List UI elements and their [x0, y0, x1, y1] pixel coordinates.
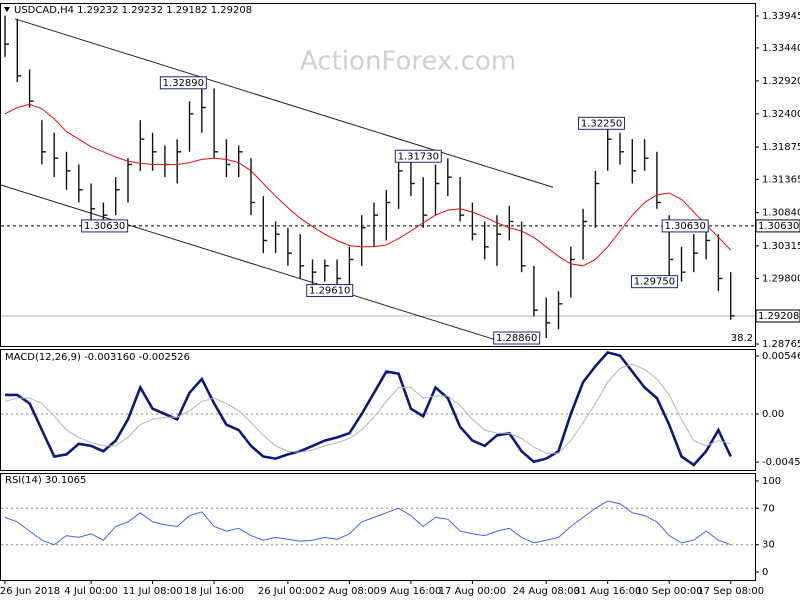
price-panel	[0, 3, 756, 347]
annotation-box	[306, 284, 354, 298]
x-tick-label: 17 Sep 08:00	[697, 586, 764, 597]
x-tick-label: 26 Jun 2018	[0, 586, 60, 597]
y-tick-label: 0.005465	[762, 351, 800, 362]
annotation-box	[81, 219, 129, 233]
annotation-box	[159, 76, 207, 90]
y-tick-label: 1.28765	[762, 339, 800, 350]
y-tick-label: 1.32920	[762, 76, 800, 87]
macd-title: MACD(12,26,9) -0.003160 -0.002526	[5, 352, 190, 363]
x-tick-label: 4 Jul 00:00	[64, 586, 118, 597]
annotation-label: 1.31730	[398, 151, 439, 162]
y-tick-label: 1.29800	[762, 273, 800, 284]
x-tick-label: 24 Aug 08:00	[512, 586, 579, 597]
x-tick-label: 18 Jul 16:00	[184, 586, 244, 597]
annotation-label: 1.32890	[163, 78, 204, 89]
x-tick-label: 17 Aug 00:00	[439, 586, 506, 597]
y-tick-label: 1.31365	[762, 174, 800, 185]
x-tick-label: 2 Aug 08:00	[319, 586, 380, 597]
annotation-box	[630, 275, 678, 289]
y-tick-label: -0.004527	[762, 457, 800, 468]
x-tick-label: 31 Aug 16:00	[574, 586, 641, 597]
moving-average	[4, 103, 732, 267]
rsi-title: RSI(14) 30.1065	[5, 475, 86, 486]
x-tick-label: 9 Aug 16:00	[380, 586, 441, 597]
level-box	[755, 219, 800, 233]
annotation-box	[578, 116, 626, 130]
level-label: 1.30630	[758, 221, 799, 232]
y-tick-label: 30	[762, 540, 775, 551]
annotation-label: 1.28860	[496, 333, 537, 344]
rsi-line	[4, 500, 731, 546]
y-tick-label: 1.33945	[762, 11, 800, 22]
annotation-label: 1.30630	[84, 221, 125, 232]
x-tick-label: 26 Jul 00:00	[258, 586, 318, 597]
channel-line	[0, 184, 501, 342]
x-tick-label: 11 Jul 08:00	[123, 586, 183, 597]
annotation-label: 1.30630	[665, 221, 706, 232]
annotation-label: 1.29610	[309, 286, 350, 297]
current-price-box	[755, 309, 800, 323]
price-title: USDCAD,H4 1.29232 1.29232 1.29182 1.2920…	[14, 5, 252, 16]
y-tick-label: 1.30315	[762, 241, 800, 252]
x-tick-label: 10 Sep 00:00	[636, 586, 703, 597]
macd-line	[5, 350, 732, 467]
y-tick-label: 70	[762, 503, 775, 514]
current-price-label: 1.29208	[758, 311, 799, 322]
y-tick-label: 1.33440	[762, 43, 800, 54]
signal-line	[4, 363, 731, 454]
y-tick-label: 100	[762, 476, 781, 487]
menu-icon	[4, 7, 10, 12]
y-tick-label: 1.31875	[762, 142, 800, 153]
annotation-box	[661, 219, 709, 233]
watermark: ActionForex.com	[300, 47, 516, 77]
rsi-panel	[0, 473, 756, 581]
y-tick-label: 0	[762, 567, 768, 578]
y-tick-label: 1.30840	[762, 208, 800, 219]
macd-panel	[0, 349, 756, 471]
annotation-label: 1.29750	[634, 277, 675, 288]
annotation-box	[493, 331, 541, 345]
annotation-box	[394, 149, 442, 163]
y-tick-label: 1.32400	[762, 109, 800, 120]
annotation-label: 1.32250	[581, 118, 622, 129]
channel-line	[14, 18, 554, 188]
fib-label: 38.2	[731, 333, 753, 344]
y-tick-label: 0.00	[762, 409, 784, 420]
